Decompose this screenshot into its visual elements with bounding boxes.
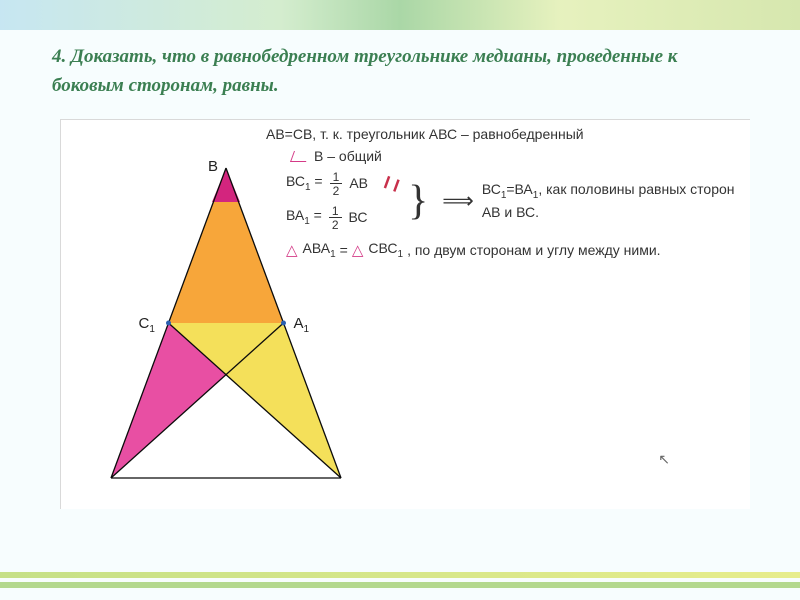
- proof-brace-group: ВС1 = 12 АВ ❙❙ ВА1 = 12 ВС } ⟹ ВС1=ВА1, …: [286, 170, 742, 232]
- angle-icon: [290, 151, 310, 162]
- proof-line-triangles: △ АВА1 = △ СВС1 , по двум сторонам и угл…: [286, 240, 742, 260]
- equal-tick-icon: ❙❙: [380, 173, 404, 193]
- cursor-icon: ↖: [658, 452, 670, 469]
- triangle-icon: △: [286, 241, 298, 259]
- problem-title: 4. Доказать, что в равнобедренном треуго…: [52, 42, 732, 101]
- brace-icon: }: [408, 180, 428, 222]
- proof-line-angle: В – общий: [286, 148, 742, 164]
- vertex-label-a1: А1: [294, 315, 310, 335]
- proof-line-given: АВ=СВ, т. к. треугольник АВС – равнобедр…: [266, 126, 742, 142]
- proof-eq-bc1: ВС1 = 12 АВ ❙❙: [286, 170, 402, 196]
- proof-conclusion-halves: ВС1=ВА1, как половины равных сторон АВ и…: [482, 180, 742, 221]
- proof-text: АВ=СВ, т. к. треугольник АВС – равнобедр…: [266, 126, 742, 266]
- vertex-label-b: В: [208, 158, 218, 175]
- vertex-label-c1: С1: [139, 315, 155, 335]
- proof-eq-ba1: ВА1 = 12 ВС: [286, 204, 402, 230]
- figure-container: В С1 А1 АВ=СВ, т. к. треугольник АВС – р…: [60, 119, 750, 509]
- implies-icon: ⟹: [442, 188, 474, 214]
- slide-content: 4. Доказать, что в равнобедренном треуго…: [0, 0, 800, 600]
- triangle-icon: △: [352, 241, 364, 259]
